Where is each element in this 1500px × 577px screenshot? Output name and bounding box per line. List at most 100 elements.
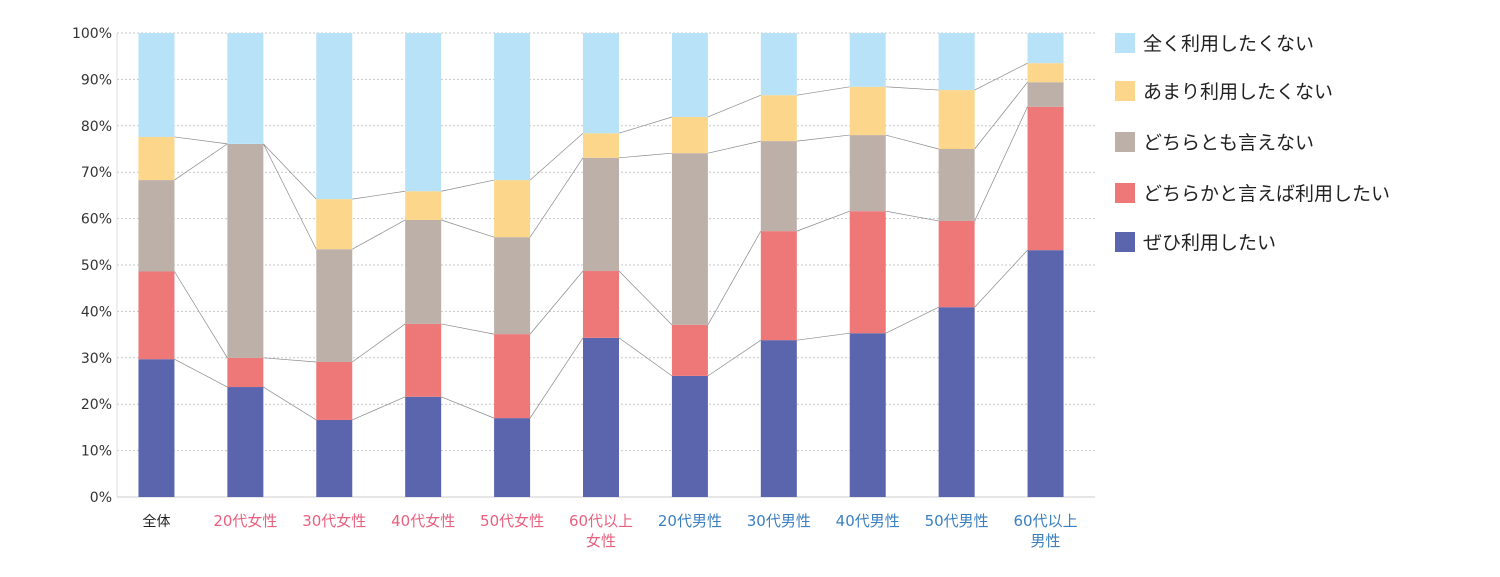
y-tick-label: 30%: [81, 351, 112, 367]
series-connector-line: [707, 230, 762, 326]
legend-label: ぜひ利用したい: [1143, 232, 1276, 254]
series-connector-line: [885, 86, 939, 91]
bar-segment: [849, 33, 886, 87]
y-tick-label: 70%: [81, 165, 112, 181]
series-connector-line: [618, 116, 673, 134]
x-tick-label: 40代男性: [836, 512, 900, 530]
series-connector-line: [885, 306, 939, 334]
bar-segment: [938, 220, 975, 308]
x-tick-label: 60代以上: [1013, 512, 1077, 530]
y-tick-label: 100%: [72, 26, 112, 42]
bar-segment: [1027, 106, 1064, 251]
y-tick-label: 40%: [81, 304, 112, 320]
bar-segment: [583, 133, 619, 158]
series-connector-line: [441, 396, 495, 419]
legend-label: 全く利用したくない: [1143, 33, 1314, 55]
bar-segment: [138, 180, 175, 272]
series-connector-line: [974, 249, 1028, 308]
x-tick-label: 60代以上: [569, 512, 633, 530]
bar-segment: [494, 418, 531, 497]
series-connector-line: [529, 337, 584, 419]
x-tick-label: 30代女性: [302, 512, 366, 530]
bar-segment: [760, 141, 797, 232]
y-tick-label: 80%: [81, 119, 112, 135]
bar-segment: [583, 271, 619, 338]
series-connector-line: [618, 152, 672, 159]
series-connector-line: [796, 210, 850, 232]
bar-segment: [405, 323, 442, 397]
series-connector-line: [352, 190, 406, 200]
bar-segment: [671, 33, 708, 117]
series-connector-line: [529, 157, 584, 238]
bar-segment: [138, 136, 175, 181]
bar-segment: [671, 153, 708, 325]
legend-swatch: [1115, 232, 1135, 252]
bar-segment: [760, 95, 797, 142]
bar-segment: [494, 334, 531, 419]
bar-segment: [671, 375, 708, 497]
legend-label: あまり利用したくない: [1143, 81, 1333, 103]
series-connector-line: [974, 62, 1028, 91]
bar-segment: [494, 33, 531, 181]
bar-segment: [227, 387, 264, 497]
x-tick-label: 20代男性: [658, 512, 722, 530]
series-connector-line: [441, 179, 495, 192]
bar-segment: [849, 211, 886, 334]
bar-segment: [938, 307, 975, 497]
bar-segment: [1027, 63, 1064, 83]
y-tick-label: 20%: [81, 397, 112, 413]
bar-segment: [494, 180, 531, 238]
series-connector-line: [885, 210, 939, 222]
bar-segment: [671, 324, 708, 376]
bar-segment: [316, 419, 353, 497]
series-connector-line: [885, 134, 939, 150]
bar-segment: [1027, 33, 1064, 64]
legend-swatch: [1115, 33, 1135, 53]
series-connector-line: [263, 143, 317, 250]
series-connector-line: [796, 86, 850, 96]
series-connector-line: [707, 339, 762, 377]
series-connector-line: [352, 396, 406, 421]
x-tick-label: 30代男性: [747, 512, 811, 530]
y-tick-label: 90%: [81, 72, 112, 88]
bar-segment: [494, 237, 531, 335]
legend-swatch: [1115, 132, 1135, 152]
y-tick-label: 50%: [81, 258, 112, 274]
bar-segment: [138, 33, 175, 137]
bar-segment: [138, 271, 175, 360]
y-tick-label: 10%: [81, 444, 112, 460]
legend-label: どちらかと言えば利用したい: [1143, 183, 1390, 205]
series-connector-line: [174, 143, 228, 181]
bar-segment: [405, 219, 442, 324]
series-connector-line: [707, 140, 761, 154]
bar-segment: [938, 33, 975, 91]
bar-segment: [316, 249, 353, 362]
bar-segment: [227, 143, 264, 358]
series-connector-line: [263, 386, 317, 421]
series-connector-line: [618, 270, 673, 326]
series-connector-line: [618, 337, 673, 377]
series-connector-line: [974, 81, 1028, 150]
bar-segment: [138, 359, 175, 497]
legend-swatch: [1115, 183, 1135, 203]
bar-segment: [760, 231, 797, 341]
bar-segment: [1027, 82, 1064, 107]
bar-segment: [849, 333, 886, 497]
x-tick-label: 40代女性: [391, 512, 455, 530]
bar-segment: [316, 199, 353, 250]
x-tick-label: 20代女性: [213, 512, 277, 530]
bar-segment: [583, 337, 619, 497]
bar-segment: [405, 396, 442, 497]
x-tick-label: 男性: [1031, 532, 1061, 550]
bar-segment: [849, 86, 886, 136]
bar-segment: [227, 33, 264, 144]
legend-swatch: [1115, 81, 1135, 101]
series-connector-line: [174, 271, 228, 358]
x-tick-label: 女性: [586, 532, 616, 550]
x-tick-label: 50代女性: [480, 512, 544, 530]
series-connector-line: [352, 323, 406, 363]
series-connector-line: [441, 219, 495, 238]
x-tick-label: 50代男性: [925, 512, 989, 530]
series-connector-line: [796, 332, 850, 341]
